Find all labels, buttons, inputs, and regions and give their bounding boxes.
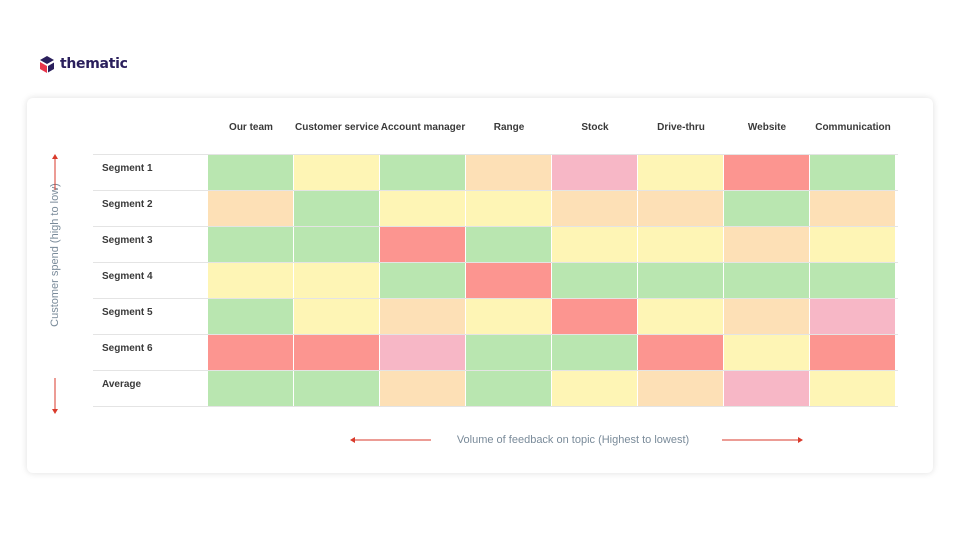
row-label: Segment 6 (102, 343, 153, 354)
heatmap-cell (810, 263, 895, 298)
heatmap-card: Our team Customer service Account manager R… (27, 98, 933, 473)
heatmap-cell (294, 227, 379, 262)
heatmap-cell (466, 299, 551, 334)
row-divider (93, 262, 898, 263)
column-header: Website (747, 122, 787, 133)
heatmap-cell (724, 263, 809, 298)
x-axis-right-arrow (722, 437, 803, 443)
heatmap-cell (208, 227, 293, 262)
heatmap-cell (552, 155, 637, 190)
heatmap-cell (208, 371, 293, 406)
thematic-logo-icon (40, 56, 54, 73)
heatmap-cell (552, 335, 637, 370)
row-label: Segment 4 (102, 271, 153, 282)
column-header: Stock (581, 122, 609, 133)
heatmap-cell (552, 227, 637, 262)
heatmap-cell (294, 335, 379, 370)
heatmap-cell (294, 371, 379, 406)
column-header: Account manager (380, 122, 466, 133)
heatmap-cell (466, 191, 551, 226)
heatmap-cell (466, 371, 551, 406)
arrow-head (52, 409, 58, 414)
row-divider (93, 190, 898, 191)
row-label: Segment 5 (102, 307, 153, 318)
heatmap-cell (638, 227, 723, 262)
heatmap-cell (810, 371, 895, 406)
heatmap-cell (380, 227, 465, 262)
heatmap-cell (380, 263, 465, 298)
column-header: Our team (229, 122, 273, 133)
heatmap-cell (638, 155, 723, 190)
heatmap-cell (380, 335, 465, 370)
row-divider (93, 334, 898, 335)
row-divider (93, 298, 898, 299)
y-axis-up-arrow (52, 154, 58, 190)
heatmap-cell (466, 155, 551, 190)
heatmap-cell (294, 191, 379, 226)
heatmap-cell (380, 191, 465, 226)
heatmap-cell (208, 299, 293, 334)
row-label: Segment 3 (102, 235, 153, 246)
heatmap-cell (294, 299, 379, 334)
row-label: Segment 2 (102, 199, 153, 210)
brand-name: thematic (60, 56, 128, 72)
column-header: Customer service (295, 122, 379, 133)
heatmap-cell (638, 335, 723, 370)
heatmap-cell (294, 155, 379, 190)
heatmap-cell (380, 155, 465, 190)
heatmap-cell (810, 155, 895, 190)
heatmap-cell (724, 191, 809, 226)
heatmap-cell (638, 191, 723, 226)
row-divider (93, 370, 898, 371)
heatmap-cell (810, 299, 895, 334)
heatmap-cell (466, 263, 551, 298)
column-header: Communication (815, 122, 891, 133)
row-divider (93, 406, 898, 407)
x-axis-left-arrow (350, 437, 431, 443)
heatmap-cell (552, 371, 637, 406)
heatmap-cell (724, 299, 809, 334)
heatmap-cell (724, 335, 809, 370)
heatmap-cell (810, 335, 895, 370)
column-header: Range (493, 122, 525, 133)
heatmap-cell (208, 335, 293, 370)
heatmap-cell (208, 191, 293, 226)
heatmap-cell (810, 191, 895, 226)
thematic-logo: thematic (37, 54, 128, 74)
heatmap-cell (638, 263, 723, 298)
heatmap-cell (466, 227, 551, 262)
row-divider (93, 226, 898, 227)
row-label: Average (102, 379, 142, 390)
heatmap-cell (294, 263, 379, 298)
x-axis-title: Volume of feedback on topic (Highest to … (456, 434, 690, 446)
heatmap-cell (638, 299, 723, 334)
arrow-head (798, 437, 803, 443)
arrow-head (350, 437, 355, 443)
heatmap-cell (552, 299, 637, 334)
y-axis-down-arrow (52, 378, 58, 414)
heatmap-cell (380, 371, 465, 406)
heatmap-cell (724, 371, 809, 406)
heatmap-cell (724, 155, 809, 190)
arrow-head (52, 154, 58, 159)
heatmap-cell (466, 335, 551, 370)
heatmap-cell (552, 191, 637, 226)
row-label: Segment 1 (102, 163, 153, 174)
column-header: Drive-thru (657, 122, 705, 133)
heatmap-cell (810, 227, 895, 262)
heatmap-cell (380, 299, 465, 334)
heatmap-cell (552, 263, 637, 298)
grid-top-border (93, 154, 898, 155)
heatmap-cell (638, 371, 723, 406)
heatmap-cell (724, 227, 809, 262)
heatmap-cell (208, 155, 293, 190)
y-axis-label: Customer spend (high to low) (49, 183, 61, 327)
heatmap-cell (208, 263, 293, 298)
